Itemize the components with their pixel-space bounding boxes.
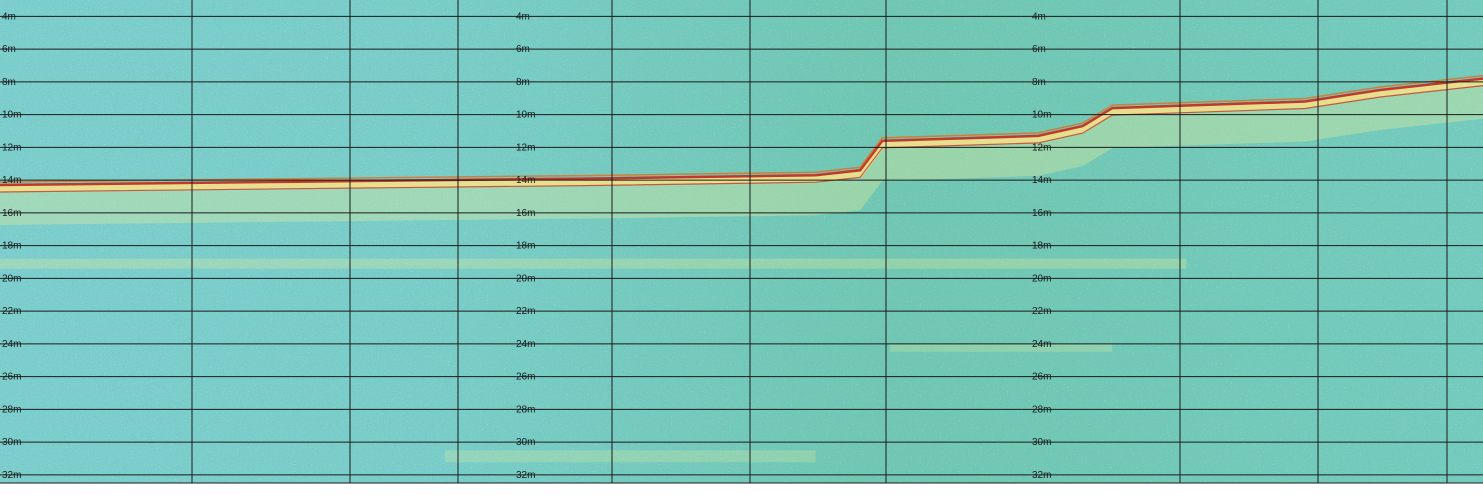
depth-label-32m: 32m [1032,470,1051,481]
depth-label-26m: 26m [1032,372,1051,383]
weak-layer-31m [445,450,816,462]
weak-layer-19m [0,259,1186,269]
depth-label-6m: 6m [1032,44,1046,55]
depth-label-14m: 14m [1032,175,1051,186]
depth-label-8m: 8m [2,77,16,88]
depth-label-24m: 24m [516,339,535,350]
depth-label-32m: 32m [516,470,535,481]
depth-label-26m: 26m [516,372,535,383]
depth-label-16m: 16m [2,208,21,219]
depth-label-20m: 20m [2,273,21,284]
depth-label-22m: 22m [1032,306,1051,317]
depth-label-30m: 30m [2,437,21,448]
depth-label-6m: 6m [516,44,530,55]
depth-label-28m: 28m [1032,404,1051,415]
depth-label-14m: 14m [516,175,535,186]
depth-label-4m: 4m [516,11,530,22]
depth-label-20m: 20m [1032,273,1051,284]
depth-label-30m: 30m [516,437,535,448]
depth-label-32m: 32m [2,470,21,481]
depth-label-12m: 12m [516,142,535,153]
depth-label-24m: 24m [2,339,21,350]
depth-label-18m: 18m [2,241,21,252]
depth-label-4m: 4m [1032,11,1046,22]
weak-layer-24m [890,344,1112,352]
depth-label-22m: 22m [2,306,21,317]
depth-label-10m: 10m [2,110,21,121]
echogram-background [0,0,1483,483]
depth-label-10m: 10m [1032,110,1051,121]
depth-label-10m: 10m [516,110,535,121]
depth-label-26m: 26m [2,372,21,383]
depth-label-30m: 30m [1032,437,1051,448]
depth-label-18m: 18m [516,241,535,252]
depth-label-20m: 20m [516,273,535,284]
depth-label-12m: 12m [1032,142,1051,153]
depth-label-28m: 28m [516,404,535,415]
depth-label-6m: 6m [2,44,16,55]
depth-label-14m: 14m [2,175,21,186]
depth-label-12m: 12m [2,142,21,153]
background-speckle [0,0,1483,483]
depth-label-4m: 4m [2,11,16,22]
depth-label-16m: 16m [1032,208,1051,219]
depth-label-28m: 28m [2,404,21,415]
depth-label-24m: 24m [1032,339,1051,350]
depth-label-18m: 18m [1032,241,1051,252]
depth-label-8m: 8m [516,77,530,88]
depth-label-16m: 16m [516,208,535,219]
depth-label-8m: 8m [1032,77,1046,88]
depth-label-22m: 22m [516,306,535,317]
